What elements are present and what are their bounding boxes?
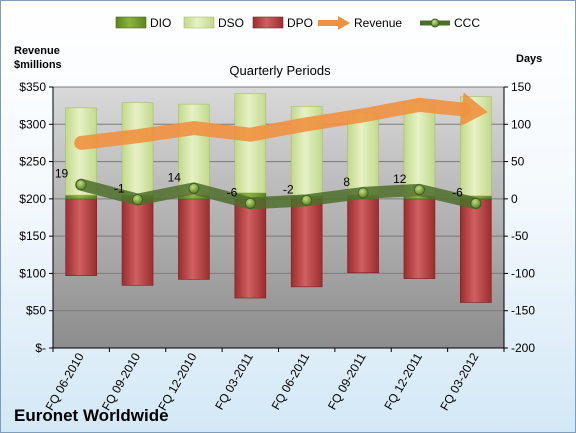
legend-label-dso: DSO: [218, 16, 244, 30]
dpo-bar: [347, 198, 379, 273]
right-tick-label: 150: [511, 80, 531, 94]
dpo-bar: [121, 198, 154, 286]
revenue-arrowhead: [460, 92, 488, 127]
category-label: FQ 03-2012: [437, 350, 481, 413]
right-axis-title: Days: [516, 53, 543, 65]
dpo-bar: [178, 198, 210, 280]
ccc-data-label: 8: [343, 175, 350, 189]
ccc-point: [188, 183, 200, 194]
ccc-data-label: -2: [283, 182, 294, 196]
dpo-bar: [290, 198, 323, 288]
ccc-point: [357, 187, 369, 199]
legend-swatch-dpo: [252, 16, 284, 29]
right-tick-label: -200: [511, 341, 535, 355]
ccc-point: [301, 194, 313, 206]
left-axis-title-line1: Revenue: [14, 45, 60, 57]
legend-marker-ccc: [430, 18, 440, 28]
right-tick-label: 100: [511, 117, 531, 131]
right-tick-label: 50: [511, 155, 525, 169]
ccc-point: [470, 197, 482, 209]
right-tick-label: -150: [511, 304, 535, 318]
dso-bar: [234, 93, 267, 194]
dso-bar: [178, 103, 210, 196]
legend-swatch-dso: [183, 16, 215, 29]
ccc-data-label: 19: [55, 167, 69, 181]
ccc-data-label: -6: [452, 185, 463, 199]
legend-swatch-dio: [115, 16, 147, 29]
dpo-bar: [460, 198, 492, 303]
left-tick-label: $50: [26, 304, 46, 318]
dso-bar: [121, 102, 154, 196]
ccc-data-label: -6: [227, 185, 238, 199]
left-tick-label: $200: [19, 192, 46, 206]
left-axis-title-line2: $millions: [14, 59, 62, 71]
legend-label-revenue: Revenue: [354, 16, 402, 30]
category-label: FQ 09-2010: [99, 350, 143, 413]
left-axis-title: Revenue $millions: [14, 44, 62, 72]
legend-label-dio: DIO: [150, 16, 171, 30]
company-name: Euronet Worldwide: [14, 406, 169, 425]
dpo-bar: [65, 198, 97, 276]
ccc-point: [414, 184, 425, 196]
left-tick-label: $150: [19, 229, 46, 243]
revenue-line: [74, 97, 471, 150]
left-tick-label: $-: [35, 341, 46, 355]
category-label: FQ 12-2011: [381, 350, 425, 412]
chart-title: Quarterly Periods: [229, 63, 331, 78]
category-label: FQ 09-2011: [325, 350, 369, 412]
ccc-point: [132, 194, 143, 206]
left-tick-label: $300: [19, 117, 46, 131]
ccc-point: [244, 197, 256, 209]
legend-label-ccc: CCC: [454, 16, 480, 30]
legend-label-dpo: DPO: [287, 16, 313, 30]
dso-bar: [347, 112, 379, 196]
left-tick-label: $100: [19, 266, 46, 280]
ccc-data-label: 12: [393, 172, 407, 186]
dpo-bar: [403, 198, 436, 279]
category-label: FQ 06-2010: [43, 350, 87, 413]
category-label: FQ 03-2011: [212, 350, 256, 412]
ccc-data-label: 14: [168, 170, 182, 184]
dpo-bar: [234, 198, 267, 299]
left-tick-label: $350: [19, 80, 46, 94]
right-tick-label: -100: [511, 266, 535, 280]
legend: DIO DSO DPO Revenue CCC: [115, 16, 480, 30]
ccc-series: 19 -1 14 -6 -2 8 12 -6: [55, 167, 482, 210]
left-tick-label: $250: [19, 155, 46, 169]
category-label: FQ 12-2010: [155, 350, 199, 413]
right-tick-label: -50: [511, 229, 529, 243]
dio-bar: [65, 194, 97, 200]
right-tick-label: 0: [511, 192, 518, 206]
category-label: FQ 06-2011: [269, 350, 313, 412]
ccc-point: [75, 179, 87, 191]
revenue-series: [74, 92, 488, 150]
ccc-line: [75, 178, 482, 210]
ccc-data-label: -1: [114, 182, 125, 196]
dso-bar: [403, 101, 436, 197]
legend-arrowhead-revenue: [338, 16, 350, 30]
